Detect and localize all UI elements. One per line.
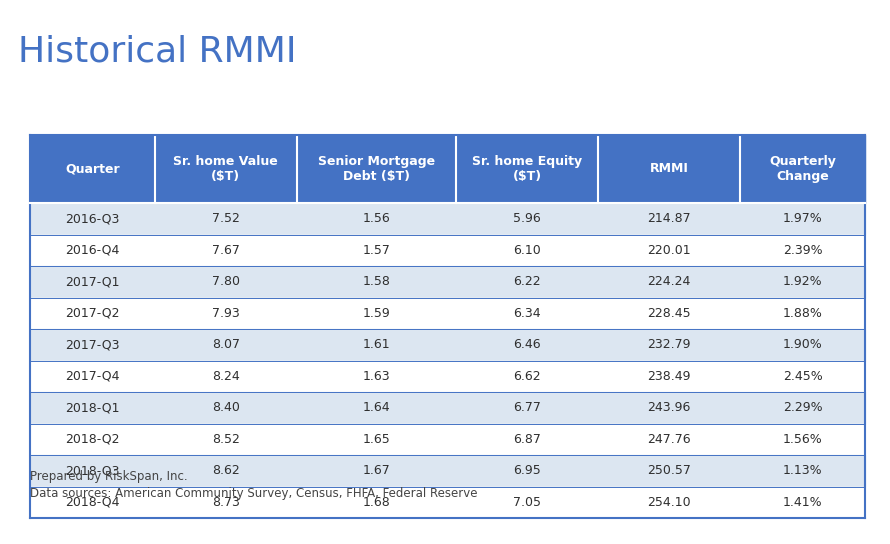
Text: 238.49: 238.49: [647, 370, 691, 383]
Text: 254.10: 254.10: [647, 496, 691, 509]
Text: 1.56: 1.56: [362, 212, 391, 225]
Text: Data sources: American Community Survey, Census, FHFA, Federal Reserve: Data sources: American Community Survey,…: [30, 487, 478, 500]
Text: 2017-Q3: 2017-Q3: [65, 338, 119, 351]
Text: 8.07: 8.07: [212, 338, 239, 351]
Text: 2017-Q2: 2017-Q2: [65, 307, 119, 320]
Text: 8.40: 8.40: [212, 401, 239, 414]
Text: 1.68: 1.68: [362, 496, 391, 509]
Bar: [30, 486, 865, 518]
Text: 6.62: 6.62: [514, 370, 541, 383]
Text: 7.67: 7.67: [212, 244, 239, 257]
Text: 6.87: 6.87: [514, 432, 541, 446]
Bar: [30, 329, 865, 361]
Text: 1.90%: 1.90%: [782, 338, 822, 351]
Text: 2018-Q2: 2018-Q2: [65, 432, 119, 446]
Bar: [30, 234, 865, 266]
Bar: [30, 203, 865, 234]
Text: 1.57: 1.57: [362, 244, 391, 257]
Text: 8.73: 8.73: [212, 496, 239, 509]
Text: Quarter: Quarter: [65, 163, 120, 176]
Text: 1.56%: 1.56%: [782, 432, 822, 446]
Text: Historical RMMI: Historical RMMI: [18, 34, 296, 68]
Bar: [30, 392, 865, 423]
Text: 1.67: 1.67: [362, 464, 391, 477]
Text: Senior Mortgage
Debt ($T): Senior Mortgage Debt ($T): [318, 155, 435, 183]
Text: 6.34: 6.34: [514, 307, 541, 320]
Text: 1.41%: 1.41%: [783, 496, 822, 509]
Text: 1.88%: 1.88%: [782, 307, 822, 320]
Bar: [30, 135, 865, 203]
Text: 8.24: 8.24: [212, 370, 239, 383]
Text: Prepared by RiskSpan, Inc.: Prepared by RiskSpan, Inc.: [30, 470, 188, 483]
Bar: [30, 455, 865, 486]
Text: 7.05: 7.05: [514, 496, 541, 509]
Text: 220.01: 220.01: [647, 244, 691, 257]
Bar: [30, 298, 865, 329]
Text: 1.64: 1.64: [362, 401, 391, 414]
Text: 214.87: 214.87: [647, 212, 691, 225]
Text: 1.63: 1.63: [362, 370, 391, 383]
Text: 247.76: 247.76: [647, 432, 691, 446]
Text: 2017-Q4: 2017-Q4: [65, 370, 119, 383]
Text: 224.24: 224.24: [647, 275, 691, 288]
Text: 7.52: 7.52: [212, 212, 239, 225]
Text: Quarterly
Change: Quarterly Change: [769, 155, 836, 183]
Text: 2018-Q3: 2018-Q3: [65, 464, 119, 477]
Text: 2.39%: 2.39%: [783, 244, 822, 257]
Bar: [30, 266, 865, 298]
Bar: [30, 361, 865, 392]
Text: 1.59: 1.59: [362, 307, 391, 320]
Text: 2018-Q4: 2018-Q4: [65, 496, 119, 509]
Text: Sr. home Equity
($T): Sr. home Equity ($T): [472, 155, 582, 183]
Text: 232.79: 232.79: [647, 338, 691, 351]
Text: 6.22: 6.22: [514, 275, 541, 288]
Text: 2017-Q1: 2017-Q1: [65, 275, 119, 288]
Text: 2.45%: 2.45%: [782, 370, 822, 383]
Text: 1.61: 1.61: [362, 338, 391, 351]
Text: 8.52: 8.52: [212, 432, 239, 446]
Text: 228.45: 228.45: [647, 307, 691, 320]
Text: 2018-Q1: 2018-Q1: [65, 401, 119, 414]
Text: 7.80: 7.80: [212, 275, 239, 288]
Bar: [30, 423, 865, 455]
Text: 2016-Q3: 2016-Q3: [65, 212, 119, 225]
Text: 243.96: 243.96: [647, 401, 691, 414]
Text: RMMI: RMMI: [650, 163, 689, 176]
Text: 7.93: 7.93: [212, 307, 239, 320]
Text: 8.62: 8.62: [212, 464, 239, 477]
Text: 1.58: 1.58: [362, 275, 391, 288]
Text: 1.65: 1.65: [362, 432, 391, 446]
Text: 1.13%: 1.13%: [783, 464, 822, 477]
Text: 6.46: 6.46: [514, 338, 541, 351]
Text: 2.29%: 2.29%: [783, 401, 822, 414]
Text: 6.10: 6.10: [514, 244, 541, 257]
Text: 2016-Q4: 2016-Q4: [65, 244, 119, 257]
Text: 1.97%: 1.97%: [782, 212, 822, 225]
Text: 6.95: 6.95: [514, 464, 541, 477]
Text: 6.77: 6.77: [514, 401, 541, 414]
Text: Sr. home Value
($T): Sr. home Value ($T): [174, 155, 279, 183]
Text: 250.57: 250.57: [647, 464, 692, 477]
Text: 1.92%: 1.92%: [783, 275, 822, 288]
Text: 5.96: 5.96: [514, 212, 541, 225]
